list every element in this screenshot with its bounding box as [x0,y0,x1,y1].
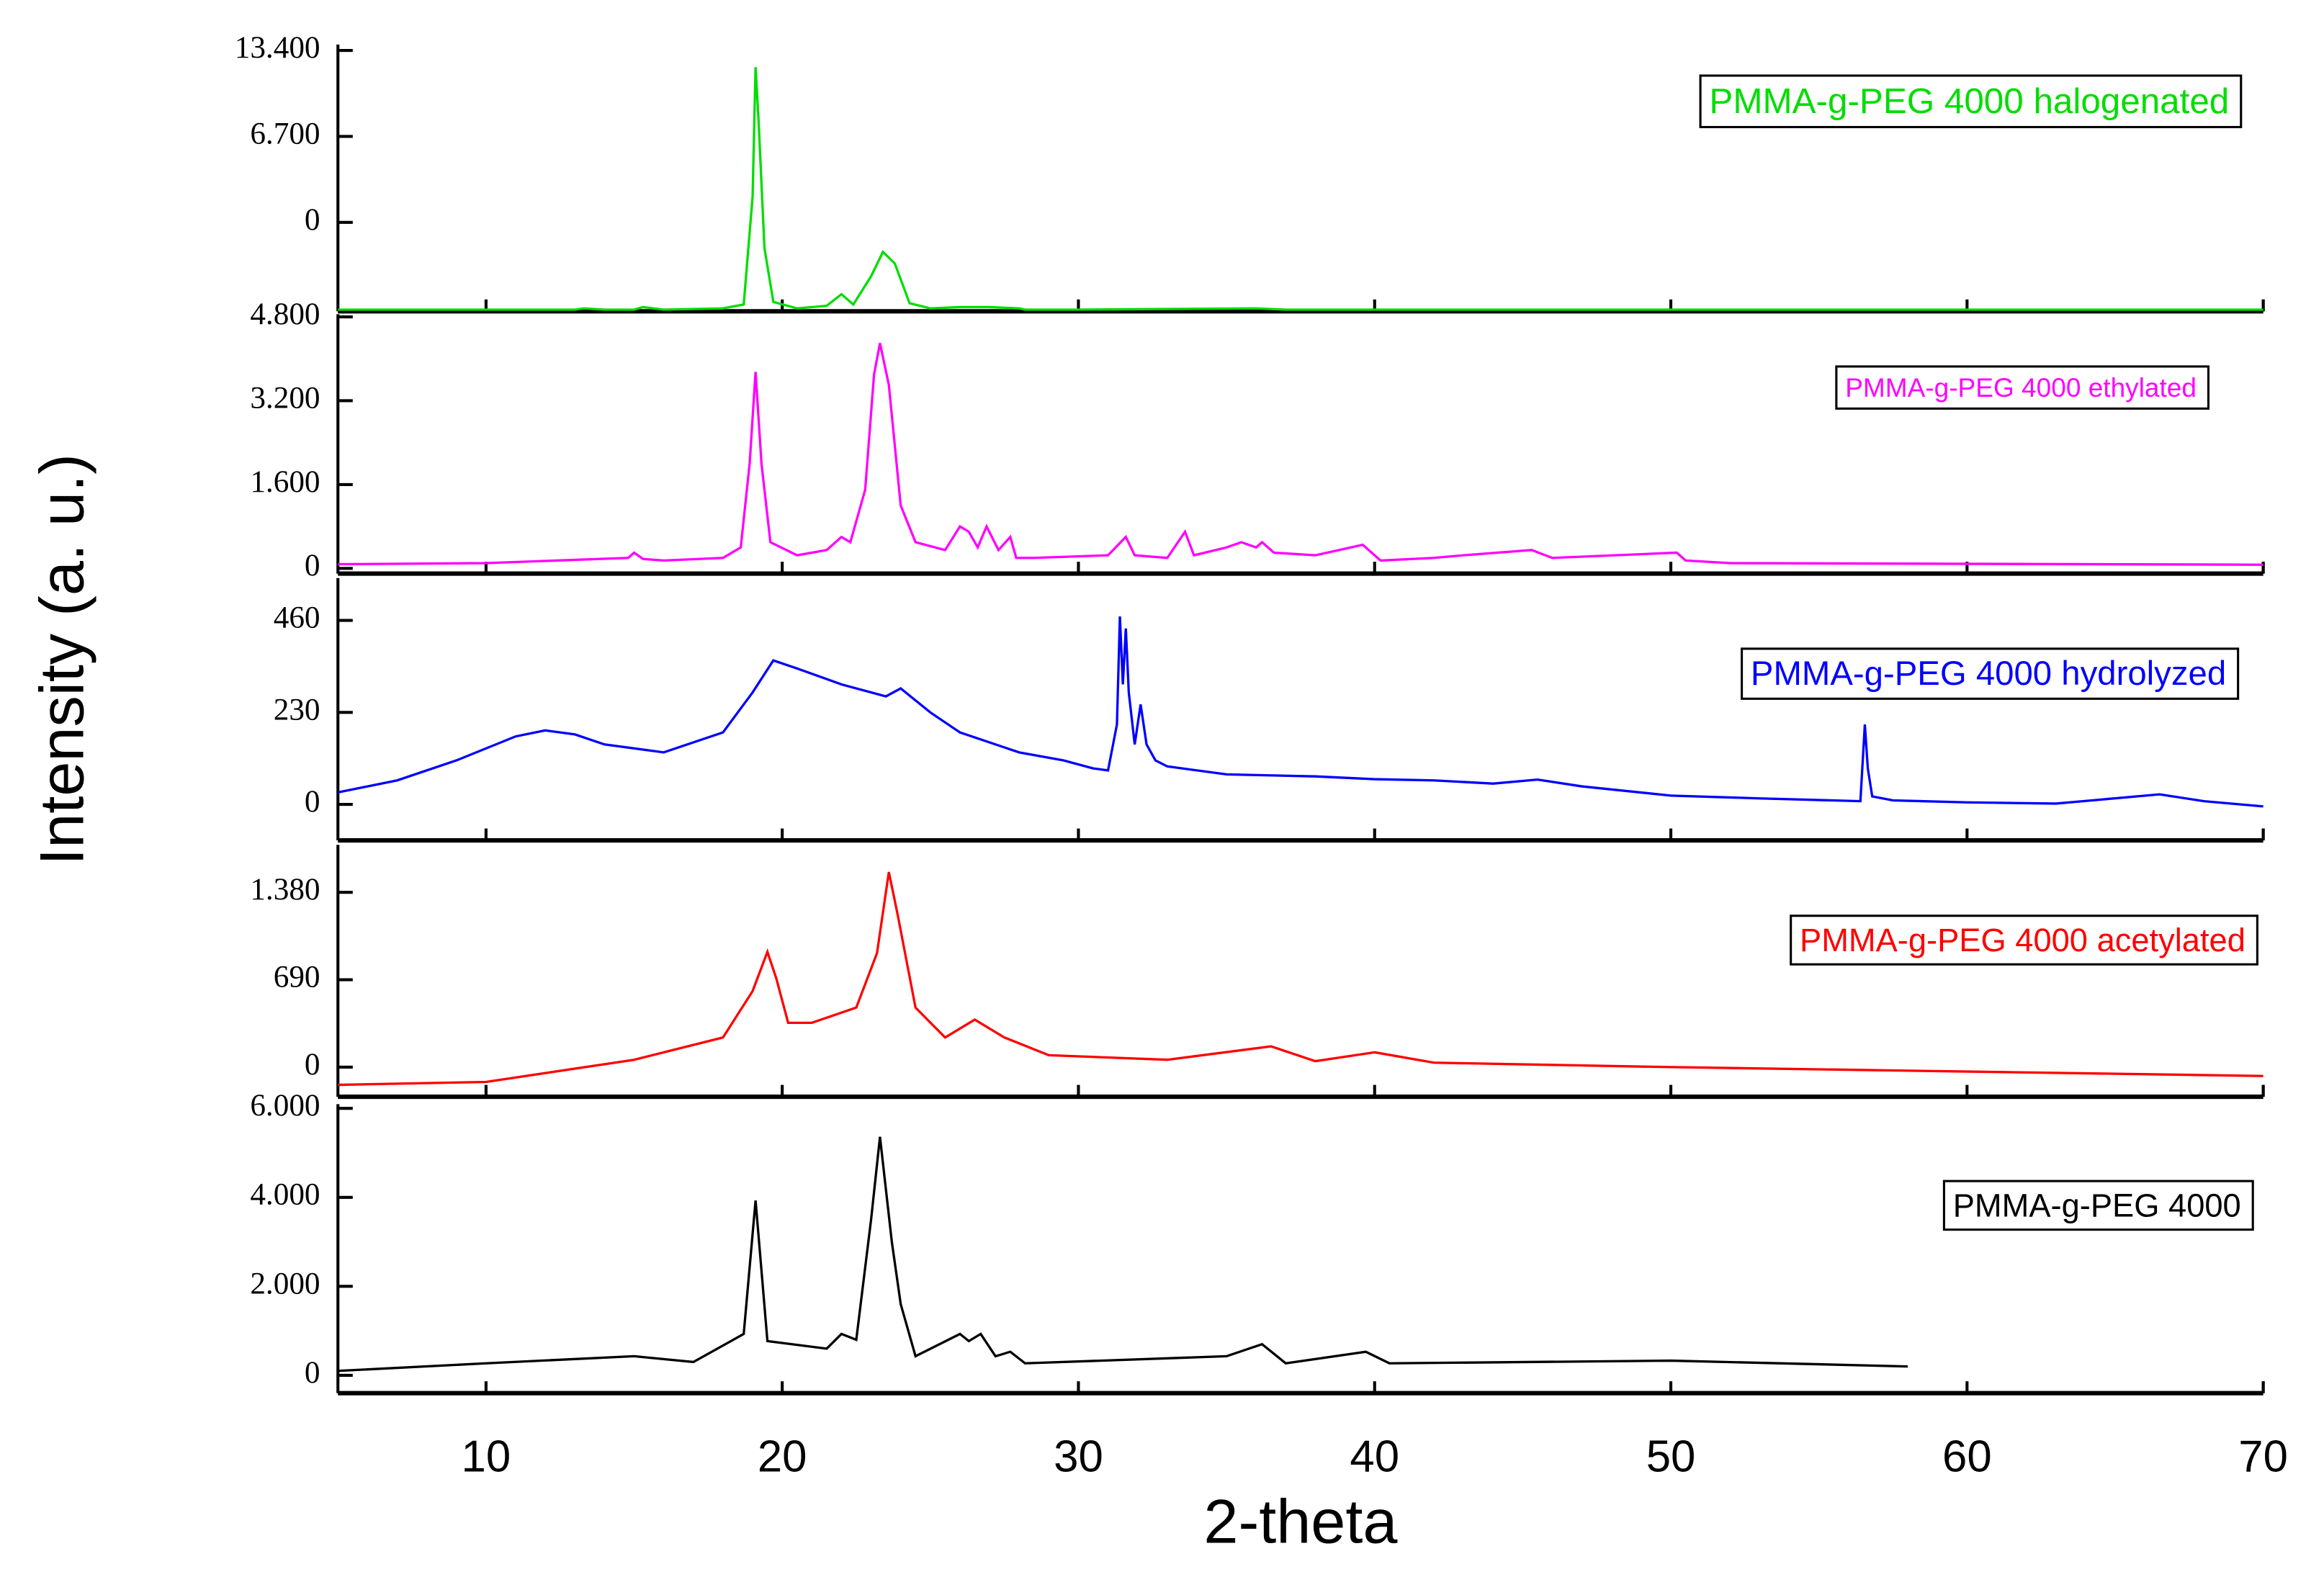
y-tick-label: 6.700 [250,116,320,150]
x-tick-label: 10 [462,1432,511,1482]
legend: PMMA-g-PEG 4000 [1942,1180,2254,1231]
legend-box [1790,915,2258,966]
legend-label: PMMA-g-PEG 4000 acetylated [1800,922,2246,958]
y-tick-label: 1.600 [250,464,320,499]
x-tick-label: 40 [1350,1432,1399,1482]
legend-box [1835,365,2210,410]
series-line [338,1136,1908,1372]
series-line [338,871,2264,1087]
series-line [338,67,2264,311]
series-line [338,343,2264,566]
legend-label: PMMA-g-PEG 4000 halogenated [1709,81,2229,121]
y-tick-label: 230 [274,692,320,727]
legend-box [1699,74,2243,129]
legend: PMMA-g-PEG 4000 halogenated [1699,74,2243,129]
y-tick-label: 0 [305,1355,320,1390]
x-axis-label: 2-theta [1203,1488,1398,1557]
legend-label: PMMA-g-PEG 4000 hydrolyzed [1751,655,2226,693]
x-tick-label: 20 [758,1432,807,1482]
y-tick-label: 0 [305,202,320,237]
legend-label: PMMA-g-PEG 4000 [1953,1187,2241,1223]
y-tick-label: 460 [274,601,320,635]
y-tick-label: 3.200 [250,380,320,415]
y-tick-label: 4.000 [250,1177,320,1212]
legend: PMMA-g-PEG 4000 acetylated [1790,915,2258,966]
y-tick-label: 1.380 [250,872,320,907]
y-tick-label: 13.400 [235,30,320,65]
x-tick-label: 30 [1054,1432,1103,1482]
legend: PMMA-g-PEG 4000 ethylated [1835,365,2210,410]
y-axis-label: Intensity (a. u.) [27,454,97,866]
y-tick-label: 2.000 [250,1266,320,1300]
legend-box [1741,647,2240,700]
legend-label: PMMA-g-PEG 4000 ethylated [1845,372,2197,403]
x-tick-label: 70 [2238,1432,2288,1482]
x-tick-label: 60 [1942,1432,1992,1482]
y-tick-label: 4.800 [250,297,320,331]
legend-box [1942,1180,2254,1231]
y-tick-label: 0 [305,1047,320,1082]
y-tick-label: 6.000 [250,1088,320,1123]
y-tick-label: 0 [305,784,320,819]
x-tick-label: 50 [1646,1432,1696,1482]
y-tick-label: 690 [274,959,320,994]
y-tick-label: 0 [305,548,320,583]
legend: PMMA-g-PEG 4000 hydrolyzed [1741,647,2240,700]
series-line [337,616,2264,808]
